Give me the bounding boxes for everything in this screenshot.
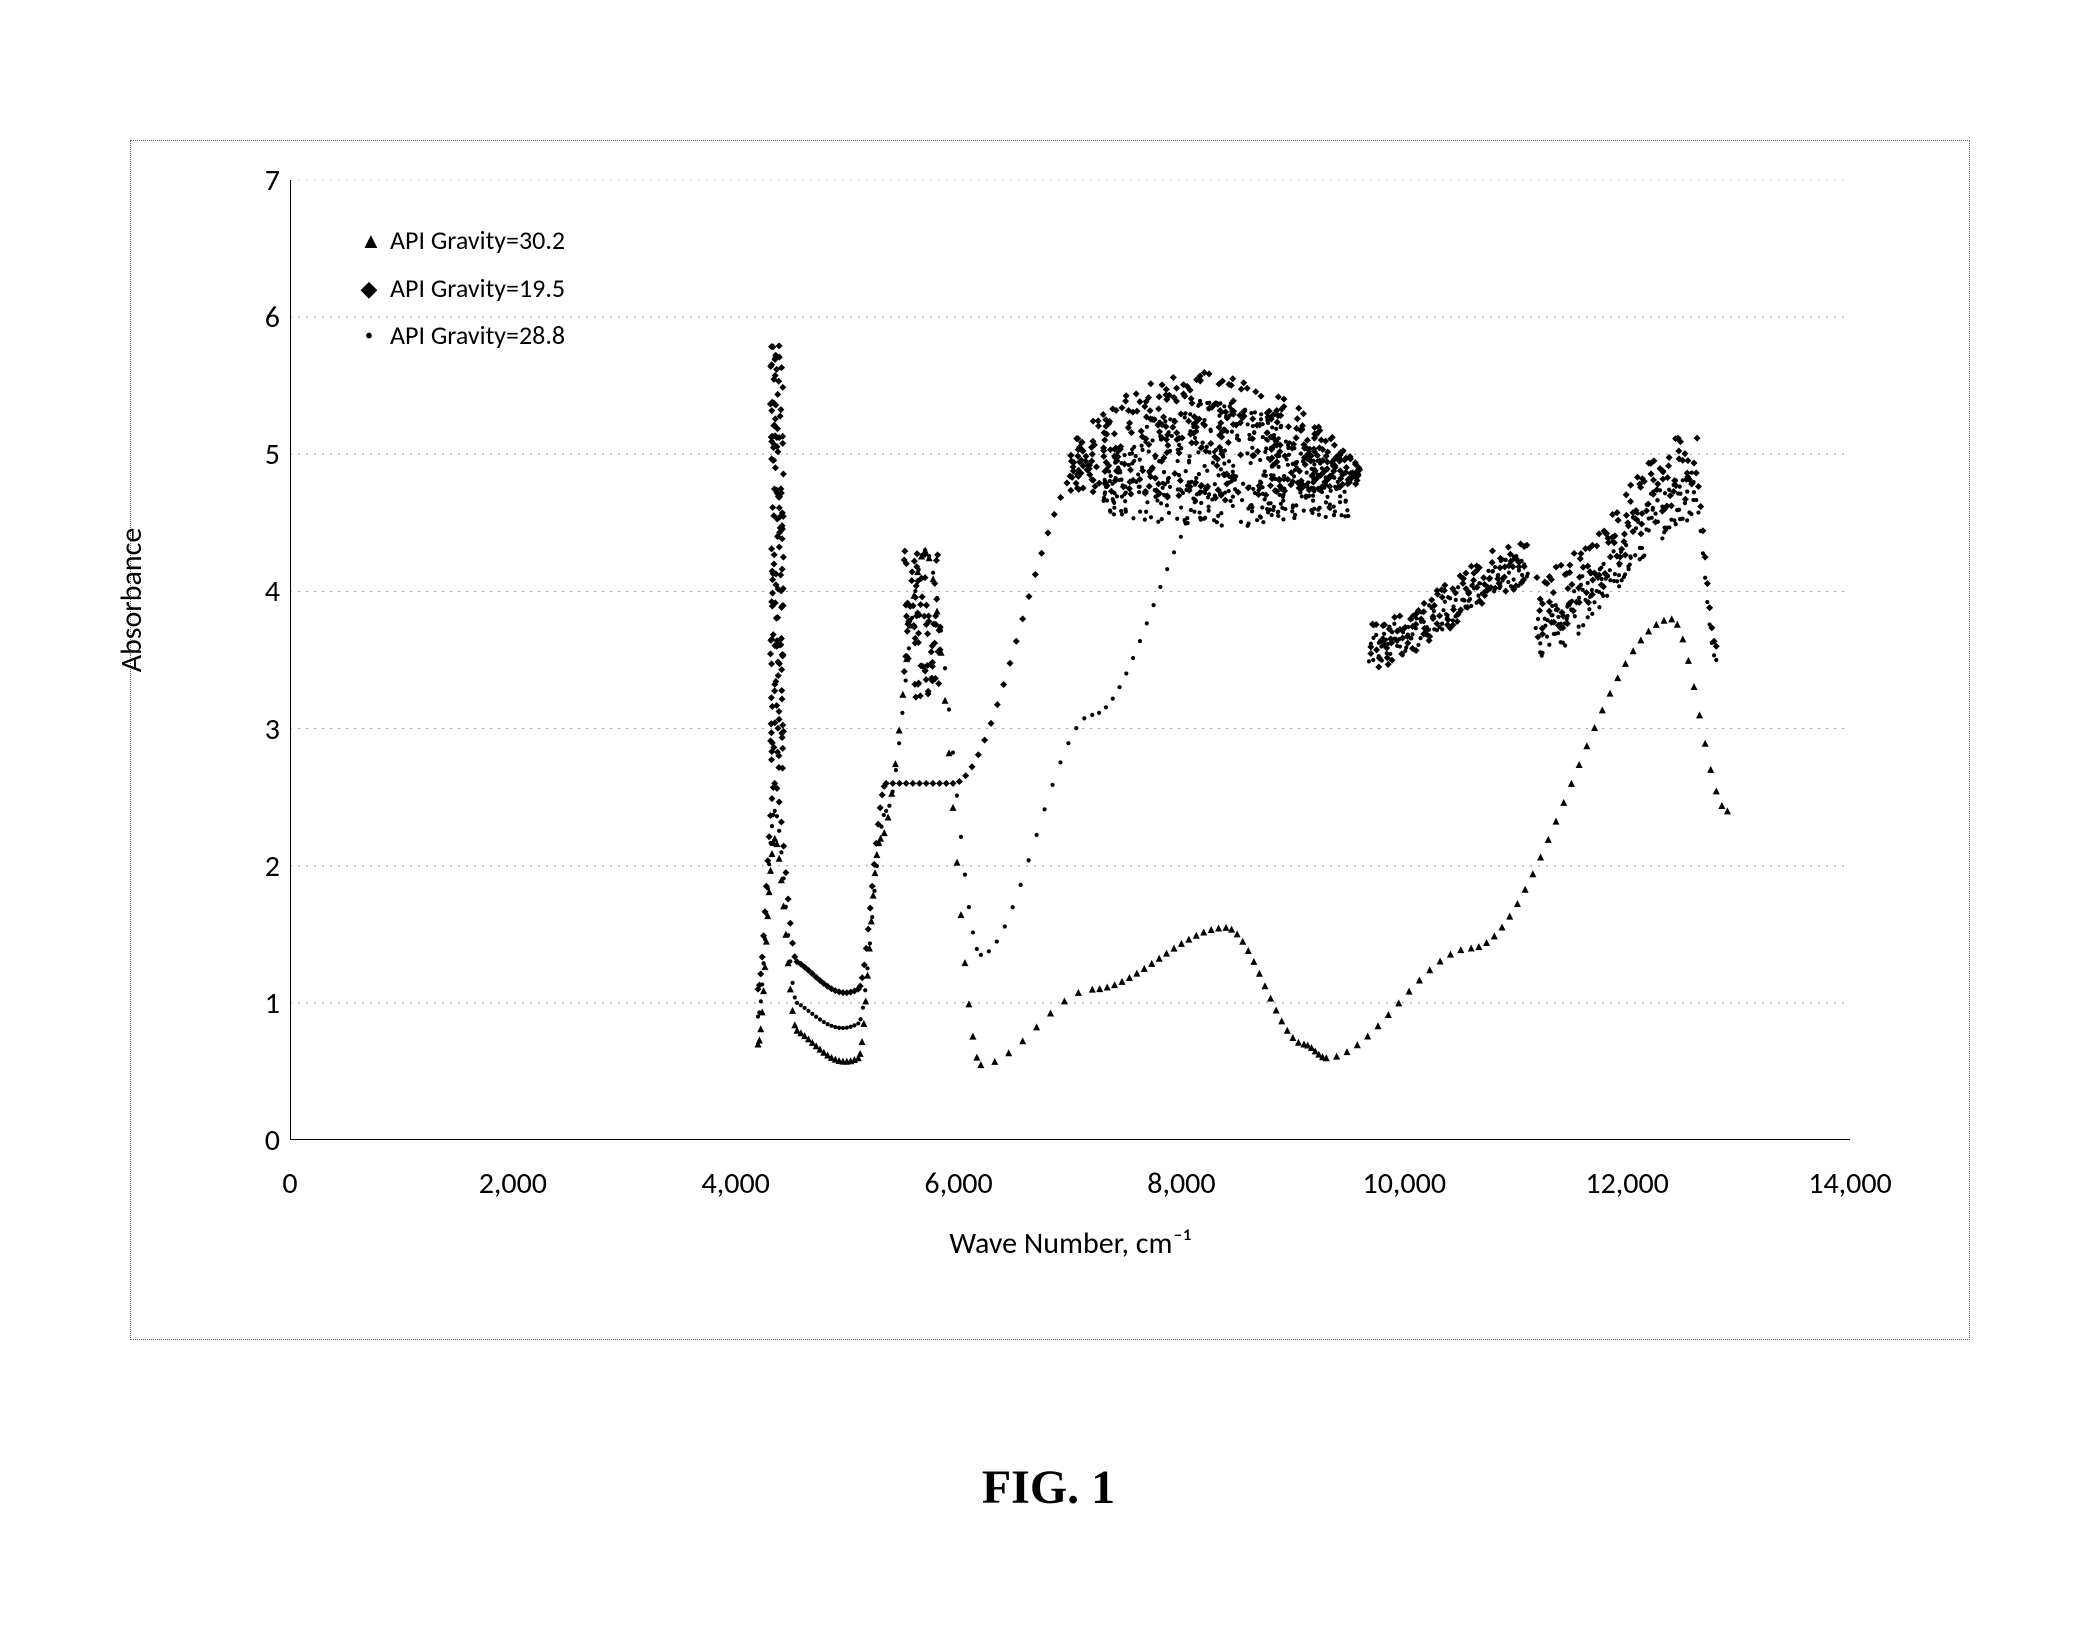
x-tick-label: 2,000: [453, 1165, 573, 1202]
legend-item: ▲ API Gravity=30.2: [360, 220, 565, 262]
legend-item: ◆ API Gravity=19.5: [360, 268, 565, 310]
y-tick-label: 2: [220, 848, 280, 885]
figure-caption: FIG. 1: [0, 1460, 2097, 1515]
y-tick-label: 0: [220, 1122, 280, 1159]
y-axis-title: Absorbance: [113, 400, 150, 800]
y-tick-label: 3: [220, 711, 280, 748]
y-tick-label: 5: [220, 436, 280, 473]
x-tick-label: 12,000: [1567, 1165, 1687, 1202]
x-tick-label: 8,000: [1121, 1165, 1241, 1202]
x-axis-title: Wave Number, cm⁻¹: [290, 1225, 1850, 1262]
legend-label: API Gravity=19.5: [390, 268, 565, 310]
x-tick-label: 14,000: [1790, 1165, 1910, 1202]
y-tick-label: 4: [220, 573, 280, 610]
x-tick-label: 6,000: [899, 1165, 1019, 1202]
y-tick-label: 1: [220, 985, 280, 1022]
legend-label: API Gravity=30.2: [390, 220, 565, 262]
triangle-icon: ▲: [360, 223, 378, 258]
legend-item: • API Gravity=28.8: [360, 315, 565, 357]
x-tick-label: 10,000: [1344, 1165, 1464, 1202]
legend: ▲ API Gravity=30.2 ◆ API Gravity=19.5 • API G…: [360, 220, 565, 363]
diamond-icon: ◆: [360, 271, 378, 306]
y-tick-label: 6: [220, 299, 280, 336]
x-tick-label: 0: [230, 1165, 350, 1202]
dot-icon: •: [360, 323, 378, 349]
x-tick-label: 4,000: [676, 1165, 796, 1202]
legend-label: API Gravity=28.8: [390, 315, 565, 357]
y-tick-label: 7: [220, 162, 280, 199]
